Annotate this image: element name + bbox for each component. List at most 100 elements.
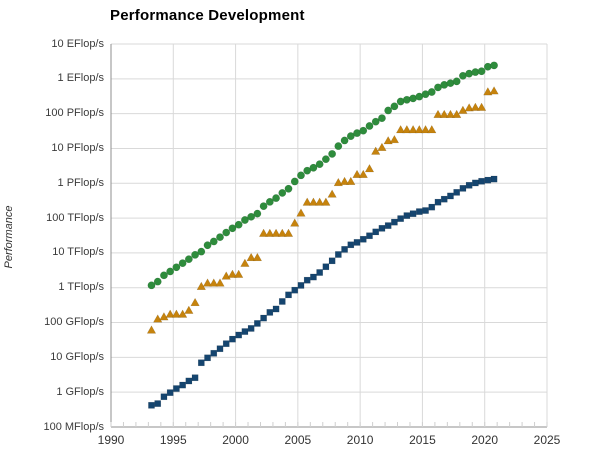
data-point: [247, 212, 256, 221]
data-point: [197, 247, 206, 256]
data-point: [402, 124, 412, 134]
data-point: [365, 122, 374, 130]
y-tick-label: 100 PFlop/s: [45, 107, 104, 120]
data-point: [165, 309, 175, 318]
data-point: [477, 67, 486, 76]
data-point: [310, 273, 317, 281]
data-point: [284, 184, 293, 193]
data-point: [252, 252, 263, 262]
y-tick-label: 10 TFlop/s: [52, 246, 104, 259]
data-point: [371, 117, 380, 126]
data-point: [296, 208, 306, 217]
data-point: [235, 331, 243, 339]
data-point: [172, 263, 181, 272]
data-point: [465, 181, 473, 189]
data-point: [422, 207, 429, 214]
x-tick-label: 2010: [346, 433, 374, 447]
data-point: [434, 198, 442, 206]
data-point: [234, 220, 243, 229]
data-point: [359, 235, 367, 243]
data-point: [179, 381, 186, 389]
data-point: [227, 269, 238, 278]
data-point: [346, 176, 356, 186]
y-tick-label: 100 MFlop/s: [43, 420, 104, 433]
data-point: [458, 105, 468, 114]
data-point: [383, 135, 393, 145]
data-point: [185, 377, 193, 385]
data-point: [278, 298, 286, 305]
series-sum: [147, 61, 499, 290]
data-point: [322, 263, 330, 271]
data-point: [148, 401, 155, 409]
data-point: [451, 109, 462, 118]
data-point: [414, 124, 425, 134]
data-point: [334, 251, 342, 258]
data-point: [447, 192, 454, 200]
data-point: [427, 124, 437, 134]
y-axis-title: Performance: [3, 205, 15, 269]
data-point: [489, 86, 499, 95]
data-point: [184, 255, 193, 264]
data-point: [484, 176, 492, 184]
data-point: [395, 124, 406, 134]
data-point: [191, 374, 199, 382]
data-point: [490, 175, 498, 183]
data-point: [366, 232, 373, 240]
data-point: [152, 314, 163, 323]
data-point: [166, 389, 174, 396]
series-number-500: [148, 175, 498, 409]
data-point: [146, 325, 157, 334]
data-point: [445, 109, 456, 118]
data-point: [171, 309, 182, 318]
data-point: [283, 228, 294, 237]
data-point: [303, 166, 312, 175]
data-point: [384, 222, 392, 229]
data-point: [390, 102, 399, 111]
data-point: [353, 239, 361, 246]
data-point: [159, 311, 169, 321]
x-tick-label: 1995: [159, 433, 187, 447]
x-tick-label: 2015: [409, 433, 436, 447]
data-point: [204, 354, 211, 362]
data-point: [266, 309, 274, 316]
y-tick-label: 1 TFlop/s: [58, 281, 104, 294]
data-point: [340, 136, 349, 145]
data-point: [315, 160, 324, 169]
data-point: [483, 86, 493, 96]
data-point: [229, 335, 236, 343]
data-point: [209, 237, 218, 246]
data-point: [259, 202, 268, 211]
data-point: [265, 228, 275, 237]
data-point: [459, 184, 467, 192]
data-point: [309, 163, 318, 172]
data-point: [222, 340, 230, 348]
data-point: [316, 269, 324, 276]
data-point: [327, 189, 337, 198]
data-point: [490, 61, 499, 70]
data-point: [254, 320, 261, 327]
data-point: [303, 276, 311, 284]
data-point: [160, 393, 168, 401]
data-point: [216, 233, 224, 242]
data-point: [297, 282, 305, 289]
data-point: [233, 269, 244, 278]
y-tick-label: 1 GFlop/s: [56, 385, 104, 398]
data-point: [328, 149, 337, 158]
data-point: [240, 258, 250, 267]
data-point: [408, 124, 418, 134]
data-point: [476, 102, 487, 111]
x-tick-label: 1990: [97, 433, 125, 447]
x-tick-label: 2020: [471, 433, 499, 447]
data-point: [428, 203, 436, 211]
data-point: [159, 271, 168, 280]
data-point: [196, 281, 207, 290]
data-point: [372, 228, 380, 236]
data-point: [377, 142, 387, 151]
data-point: [440, 195, 448, 203]
data-point: [439, 109, 449, 118]
data-point: [209, 278, 219, 287]
data-point: [370, 146, 381, 155]
data-point: [378, 224, 386, 232]
data-point: [427, 88, 436, 96]
